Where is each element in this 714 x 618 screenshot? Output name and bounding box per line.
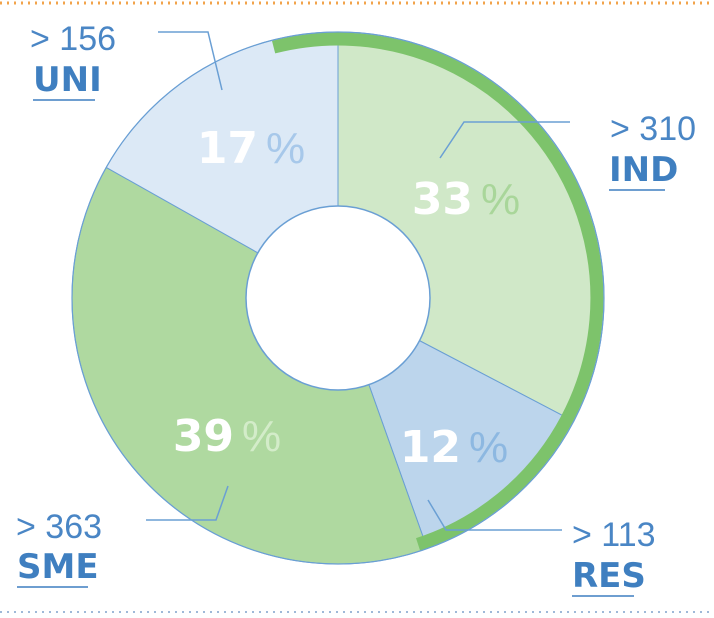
percent-value-ind: 33 bbox=[412, 174, 473, 225]
percent-symbol-res: % bbox=[469, 423, 508, 472]
percent-value-res: 12 bbox=[400, 422, 461, 473]
category-label-sme: SME bbox=[17, 547, 99, 587]
percent-label-res: 12% bbox=[400, 422, 508, 473]
percent-label-ind: 33% bbox=[412, 174, 520, 225]
value-label-sme: > 363 bbox=[16, 508, 102, 546]
leader-line-res bbox=[427, 499, 562, 531]
percent-value-uni: 17 bbox=[197, 123, 258, 174]
value-label-uni: > 156 bbox=[30, 20, 116, 58]
accent-arc bbox=[271, 32, 604, 551]
donut-hole bbox=[245, 205, 431, 391]
percent-value-sme: 39 bbox=[173, 411, 234, 462]
percent-symbol-sme: % bbox=[242, 412, 281, 461]
leader-line-uni bbox=[158, 31, 223, 91]
percent-label-sme: 39% bbox=[173, 411, 281, 462]
outer-ring bbox=[71, 31, 605, 565]
leader-line-sme bbox=[146, 485, 229, 521]
percent-symbol-uni: % bbox=[266, 124, 305, 173]
percent-label-uni: 17% bbox=[197, 123, 305, 174]
value-label-res: > 113 bbox=[572, 516, 656, 554]
value-label-ind: > 310 bbox=[610, 110, 696, 148]
category-label-ind: IND bbox=[609, 150, 678, 190]
category-label-uni: UNI bbox=[33, 60, 102, 100]
category-label-res: RES bbox=[572, 556, 646, 596]
percent-symbol-ind: % bbox=[481, 175, 520, 224]
leader-line-ind bbox=[439, 121, 570, 159]
